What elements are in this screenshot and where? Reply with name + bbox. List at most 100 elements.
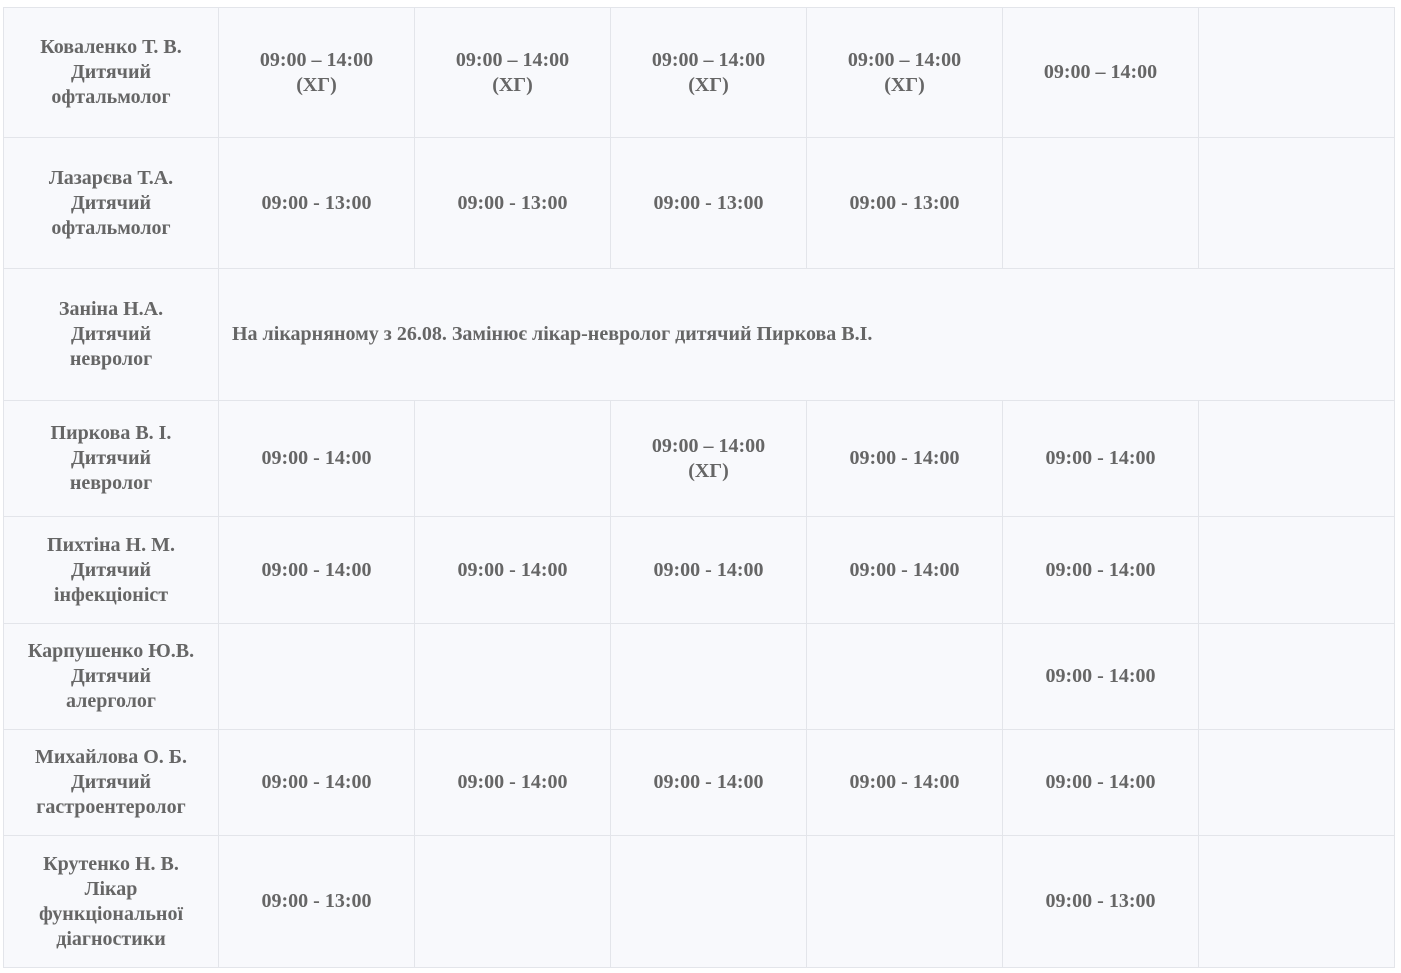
doctor-line: офтальмолог [51,86,171,108]
time-text: 09:00 - 14:00 [849,558,960,581]
time-text: (ХГ) [688,73,729,96]
time-text: 09:00 - 14:00 [457,558,568,581]
table-row: Карпушенко Ю.В. Дитячий алерголог 09:00 - 1… [3,623,1395,730]
schedule-cell [414,623,611,730]
doctor-line: Пиркова В. І. [50,422,172,444]
schedule-cell: 09:00 – 14:00 (ХГ) [610,7,807,138]
schedule-cell: 09:00 - 13:00 [610,137,807,269]
table-row: Крутенко Н. В. Лікар функціональної діагнос… [3,835,1395,968]
schedule-cell [610,623,807,730]
doctor-line: Дитячий [71,558,151,581]
note-cell: На лікарняному з 26.08. Замінює лікар-не… [218,268,1395,401]
schedule-cell: 09:00 - 14:00 [610,516,807,624]
schedule-cell [1198,835,1395,968]
time-text: 09:00 - 14:00 [653,771,764,793]
table-row: Михайлова О. Б. Дитячий гастроентеролог 09:… [3,729,1395,836]
time-text: 09:00 - 13:00 [261,890,372,912]
time-text: 09:00 - 14:00 [1045,447,1156,469]
schedule-cell: 09:00 – 14:00 (ХГ) [414,7,611,138]
time-text: 09:00 - 14:00 [849,447,960,469]
schedule-cell: 09:00 - 14:00 [1002,729,1199,836]
schedule-cell: 09:00 - 14:00 [218,516,415,624]
time-text: 09:00 - 14:00 [261,558,372,581]
time-text: (ХГ) [296,73,337,96]
doctor-line: алерголог [65,690,157,712]
doctor-line: Дитячий [71,323,151,345]
time-text: 09:00 – 14:00 [651,434,766,457]
schedule-cell: 09:00 – 14:00 [1002,7,1199,138]
doctor-line: гастроентеролог [36,796,186,818]
table-row: Пихтіна Н. М. Дитячий інфекціоніст 09:00 - … [3,516,1395,624]
doctor-cell: Крутенко Н. В. Лікар функціональної діагнос… [3,835,219,968]
doctor-line: Заніна Н.А. [58,298,164,320]
time-text: 09:00 - 14:00 [1045,558,1156,581]
time-text: (ХГ) [688,459,729,482]
doctor-line: Коваленко Т. В. [40,36,182,58]
doctor-line: Михайлова О. Б. [35,746,187,768]
time-text: 09:00 - 13:00 [457,191,568,214]
time-text: 09:00 – 14:00 [1043,61,1158,83]
doctor-line: Дитячий [71,771,151,793]
doctor-line: Пихтіна Н. М. [47,533,175,556]
schedule-cell [1198,137,1395,269]
time-text: 09:00 - 14:00 [1045,665,1156,687]
schedule-body: Коваленко Т. В. Дитячий офтальмолог 09:00 –… [3,7,1395,968]
schedule-cell: 09:00 - 14:00 [218,400,415,517]
time-text: 09:00 – 14:00 [847,48,962,71]
time-text: 09:00 - 14:00 [261,447,372,469]
doctor-line: невролог [69,472,153,494]
doctor-cell: Карпушенко Ю.В. Дитячий алерголог [3,623,219,730]
schedule-cell [1198,516,1395,624]
schedule-cell [610,835,807,968]
schedule-cell [1198,729,1395,836]
time-text: (ХГ) [492,73,533,96]
doctor-line: Дитячий [71,61,151,83]
schedule-cell [414,400,611,517]
time-text: 09:00 – 14:00 [259,48,374,71]
doctor-line: офтальмолог [51,216,171,239]
schedule-cell [1002,137,1199,269]
schedule-cell: 09:00 - 14:00 [414,516,611,624]
doctor-line: Лазарєва Т.А. [48,166,174,189]
schedule-cell: 09:00 - 14:00 [1002,400,1199,517]
doctor-line: Дитячий [71,447,151,469]
schedule-cell: 09:00 – 14:00 (ХГ) [218,7,415,138]
time-text: 09:00 - 14:00 [849,771,960,793]
doctor-cell: Пиркова В. І. Дитячий невролог [3,400,219,517]
time-text: 09:00 - 13:00 [261,191,372,214]
schedule-cell: 09:00 - 14:00 [1002,516,1199,624]
time-text: 09:00 – 14:00 [455,48,570,71]
time-text: 09:00 - 13:00 [653,191,764,214]
schedule-cell: 09:00 - 13:00 [218,835,415,968]
time-text: (ХГ) [884,73,925,96]
schedule-cell: 09:00 - 13:00 [218,137,415,269]
time-text: 09:00 - 14:00 [1045,771,1156,793]
doctor-line: Лікар [84,877,138,900]
schedule-cell [1198,400,1395,517]
doctor-cell: Пихтіна Н. М. Дитячий інфекціоніст [3,516,219,624]
schedule-cell [1198,623,1395,730]
table-row: Заніна Н.А. Дитячий невролог На лікарняному… [3,268,1395,401]
time-text: 09:00 – 14:00 [651,48,766,71]
doctor-line: Крутенко Н. В. [43,852,179,875]
schedule-cell: 09:00 – 14:00 (ХГ) [806,7,1003,138]
schedule-cell: 09:00 - 14:00 [806,729,1003,836]
schedule-cell: 09:00 – 14:00 (ХГ) [610,400,807,517]
schedule-cell: 09:00 - 14:00 [806,400,1003,517]
time-text: 09:00 - 13:00 [849,191,960,214]
schedule-cell: 09:00 - 13:00 [1002,835,1199,968]
doctor-line: невролог [69,348,153,370]
time-text: 09:00 - 14:00 [261,771,372,793]
doctor-cell: Михайлова О. Б. Дитячий гастроентеролог [3,729,219,836]
schedule-cell: 09:00 - 13:00 [806,137,1003,269]
doctor-cell: Коваленко Т. В. Дитячий офтальмолог [3,7,219,138]
schedule-table: Коваленко Т. В. Дитячий офтальмолог 09:00 –… [3,7,1395,968]
schedule-cell: 09:00 - 14:00 [610,729,807,836]
schedule-cell: 09:00 - 14:00 [806,516,1003,624]
doctor-line: Дитячий [71,665,151,687]
schedule-cell [806,623,1003,730]
schedule-cell [806,835,1003,968]
table-row: Лазарєва Т.А. Дитячий офтальмолог 09:00 - 1… [3,137,1395,269]
schedule-cell [218,623,415,730]
doctor-line: діагностики [56,927,166,950]
